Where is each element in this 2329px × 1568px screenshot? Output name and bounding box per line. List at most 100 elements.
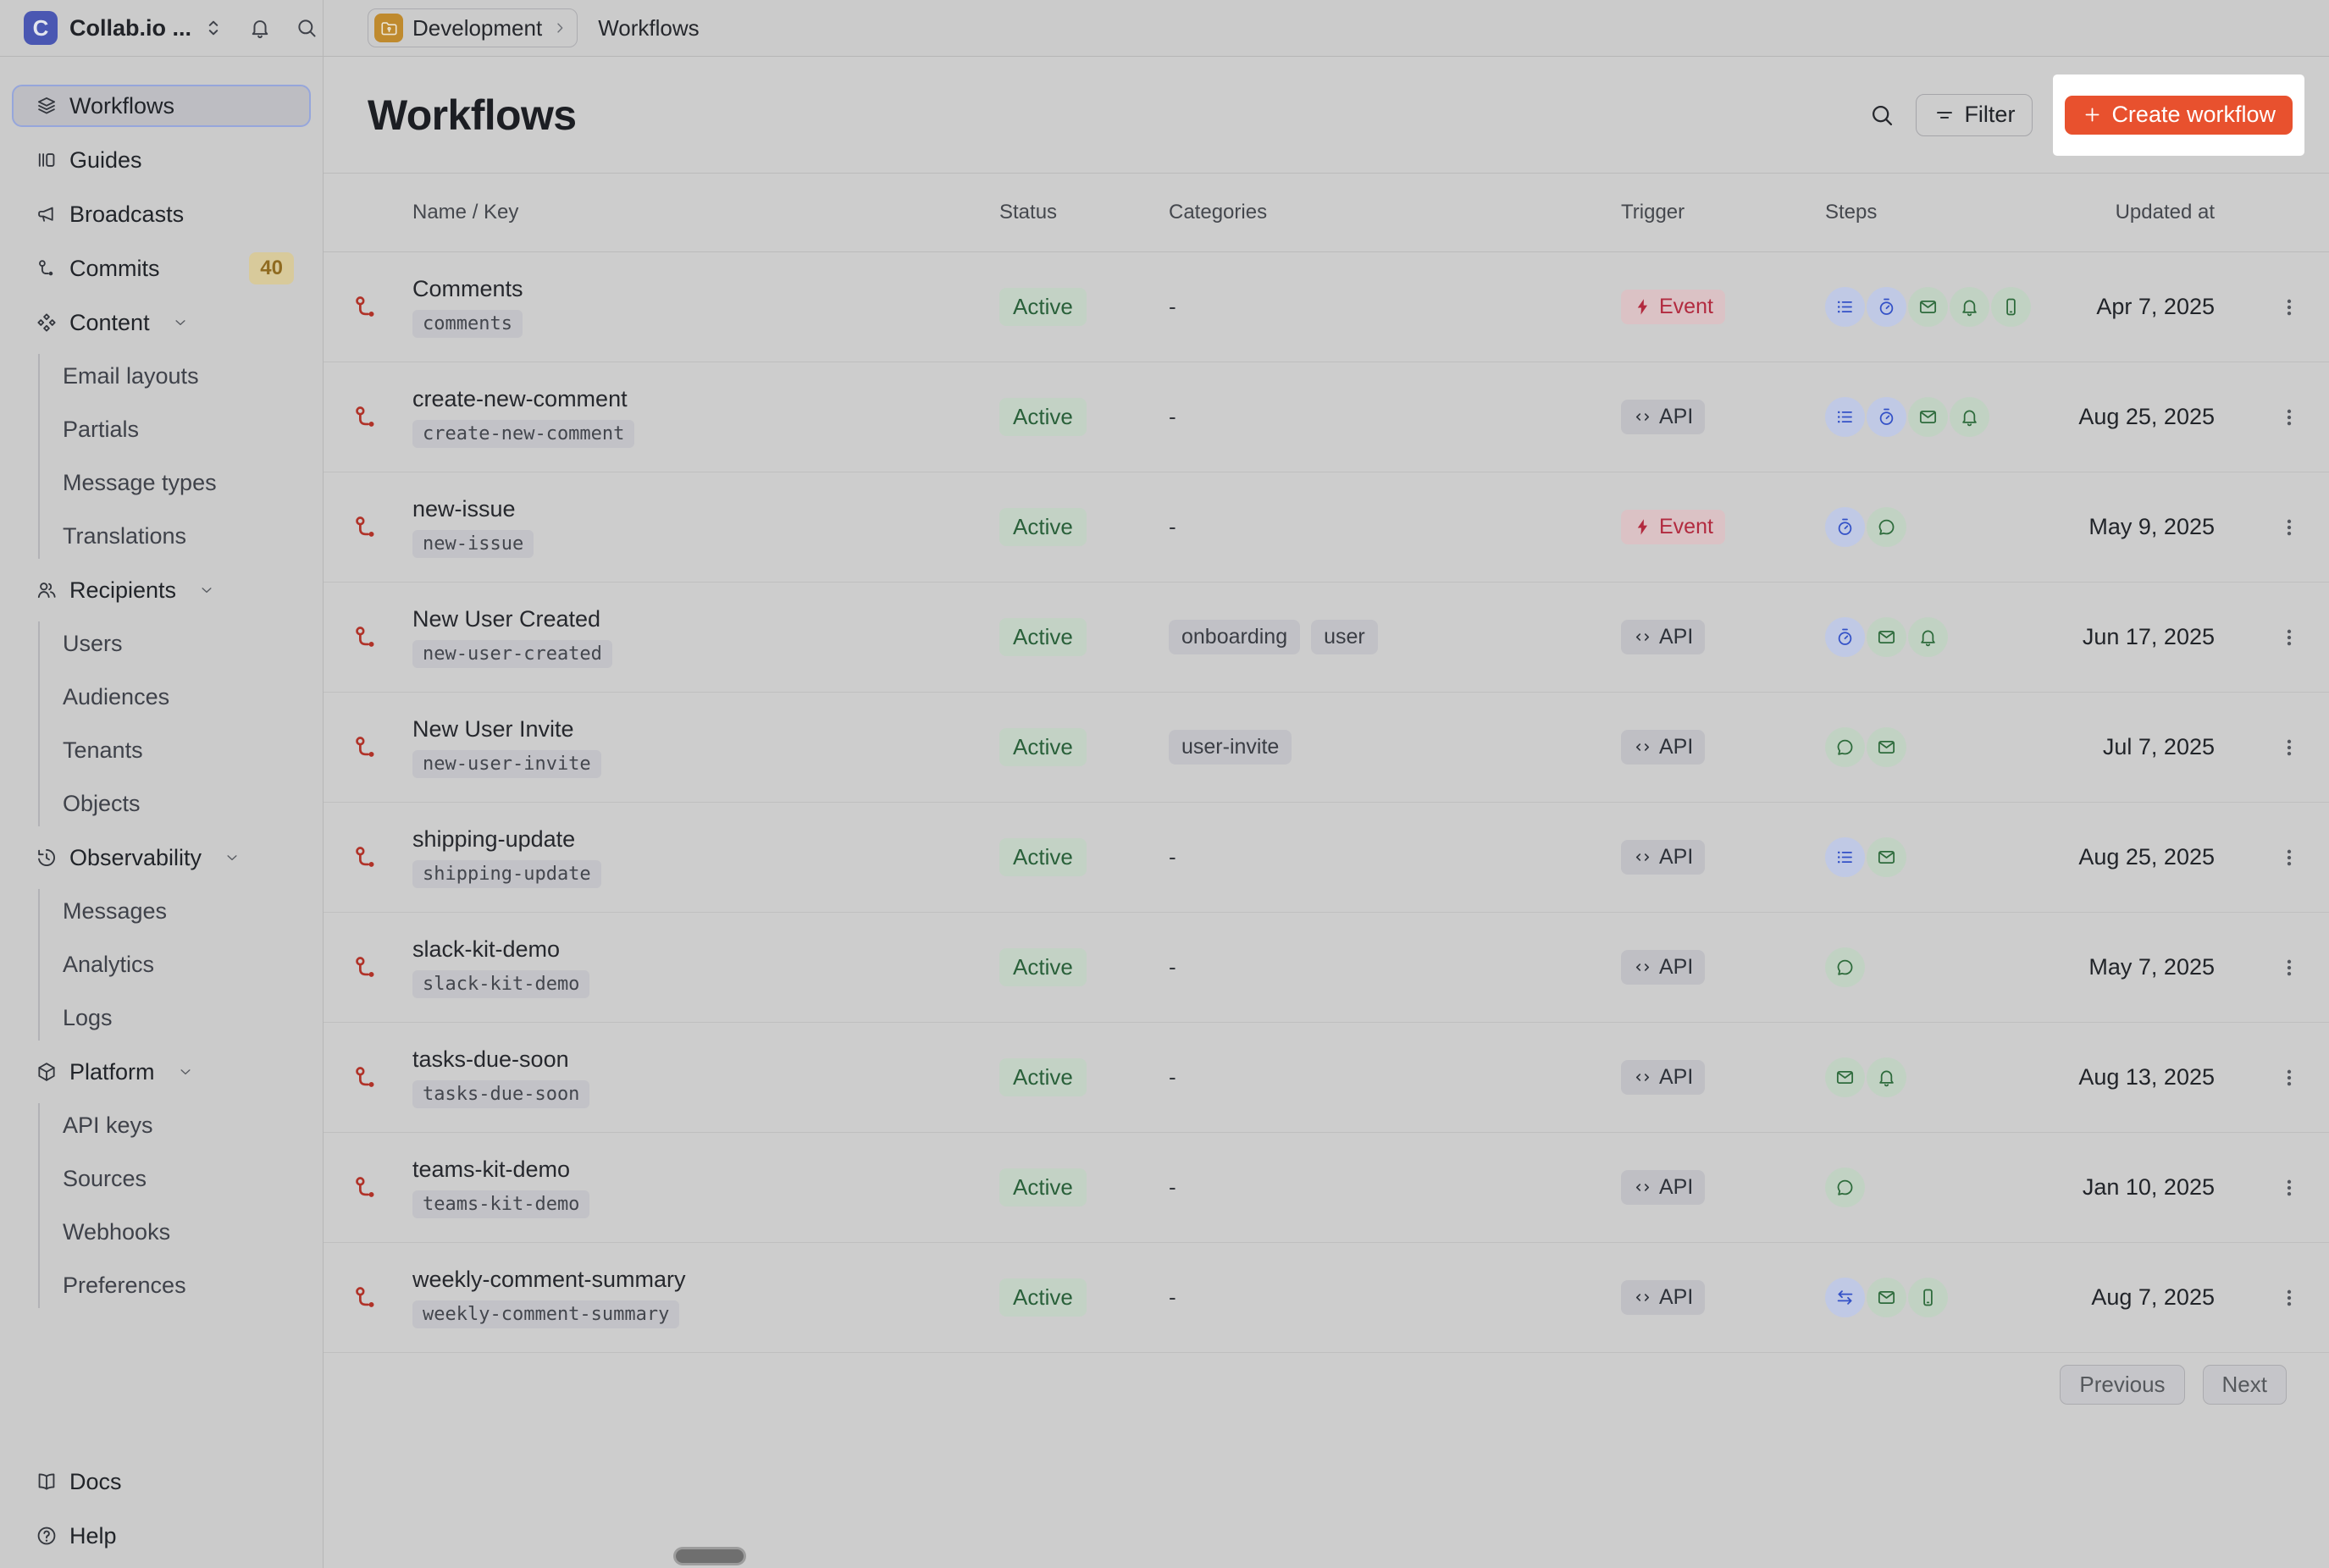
category-chip-user-invite: user-invite <box>1169 730 1292 765</box>
step-swap-icon <box>1825 1278 1865 1317</box>
table-row-new-issue[interactable]: new-issue new-issue Active - Event May 9… <box>324 472 2329 582</box>
sidebar-item-platform[interactable]: Platform <box>12 1045 311 1099</box>
workflow-key: shipping-update <box>412 860 601 888</box>
next-page-button[interactable]: Next <box>2202 1365 2287 1405</box>
row-menu-kebab-icon[interactable] <box>2278 1177 2300 1199</box>
sidebar-item-message-types[interactable]: Message types <box>63 470 217 495</box>
sidebar-item-help[interactable]: Help <box>12 1509 311 1563</box>
sidebar-item-messages[interactable]: Messages <box>63 898 168 924</box>
workflow-key: slack-kit-demo <box>412 970 590 998</box>
horizontal-scrollbar-handle[interactable] <box>676 1549 744 1563</box>
status-badge: Active <box>999 288 1087 326</box>
step-bell-icon <box>1908 617 1948 657</box>
sidebar-item-observability[interactable]: Observability <box>12 831 311 885</box>
sidebar-item-analytics[interactable]: Analytics <box>63 952 155 977</box>
step-stopwatch-icon <box>1867 397 1906 437</box>
table-row-slack-kit-demo[interactable]: slack-kit-demo slack-kit-demo Active - A… <box>324 913 2329 1023</box>
previous-page-button[interactable]: Previous <box>2060 1365 2185 1405</box>
environment-selector[interactable]: Development <box>368 8 578 47</box>
row-menu-kebab-icon[interactable] <box>2278 1067 2300 1089</box>
sidebar-item-objects[interactable]: Objects <box>63 791 141 816</box>
workflow-key: teams-kit-demo <box>412 1190 590 1218</box>
workspace-switcher[interactable]: C Collab.io ... <box>0 0 324 56</box>
sidebar-item-docs[interactable]: Docs <box>12 1455 311 1509</box>
workflow-icon <box>351 513 380 542</box>
sidebar-item-sources[interactable]: Sources <box>63 1166 147 1191</box>
sidebar-item-commits[interactable]: Commits 40 <box>12 241 311 295</box>
column-header-trigger[interactable]: Trigger <box>1621 201 1685 224</box>
table-row-weekly-comment-summary[interactable]: weekly-comment-summary weekly-comment-su… <box>324 1243 2329 1353</box>
workflow-icon <box>351 1284 380 1312</box>
table-row-shipping-update[interactable]: shipping-update shipping-update Active -… <box>324 803 2329 913</box>
row-menu-kebab-icon[interactable] <box>2278 516 2300 538</box>
trigger-badge: API <box>1621 950 1706 985</box>
column-header-categories[interactable]: Categories <box>1169 201 1268 224</box>
code-brackets-icon <box>1633 847 1652 867</box>
sidebar-item-recipients[interactable]: Recipients <box>12 563 311 617</box>
sidebar-item-api-keys[interactable]: API keys <box>63 1113 153 1138</box>
step-stopwatch-icon <box>1825 507 1865 547</box>
sidebar-item-content[interactable]: Content <box>12 295 311 350</box>
step-bell-icon <box>1950 287 1989 327</box>
code-brackets-icon <box>1633 1288 1652 1307</box>
workflow-name: Comments <box>412 276 523 301</box>
table-row-tasks-due-soon[interactable]: tasks-due-soon tasks-due-soon Active - A… <box>324 1023 2329 1133</box>
workflow-icon <box>351 953 380 982</box>
filter-button[interactable]: Filter <box>1916 93 2033 136</box>
sidebar-item-guides[interactable]: Guides <box>12 133 311 187</box>
trigger-badge: API <box>1621 1170 1706 1205</box>
row-menu-kebab-icon[interactable] <box>2278 627 2300 649</box>
expand-collapse-icon[interactable] <box>202 16 225 40</box>
status-badge: Active <box>999 728 1087 766</box>
row-menu-kebab-icon[interactable] <box>2278 296 2300 318</box>
table-search-icon[interactable] <box>1868 102 1895 129</box>
sidebar-item-partials[interactable]: Partials <box>63 417 140 442</box>
sidebar-item-audiences[interactable]: Audiences <box>63 684 170 709</box>
folder-icon <box>379 19 399 38</box>
sidebar-item-translations[interactable]: Translations <box>63 523 187 549</box>
sidebar-subgroup-recipients: Users Audiences Tenants Objects <box>12 617 311 831</box>
chevron-right-icon <box>551 19 568 36</box>
sidebar-item-logs[interactable]: Logs <box>63 1005 113 1030</box>
layers-icon <box>36 95 58 117</box>
categories-empty: - <box>1169 844 1176 870</box>
column-header-status[interactable]: Status <box>999 201 1058 224</box>
row-menu-kebab-icon[interactable] <box>2278 957 2300 979</box>
row-menu-kebab-icon[interactable] <box>2278 1287 2300 1309</box>
sidebar-item-tenants[interactable]: Tenants <box>63 737 143 763</box>
table-row-comments[interactable]: Comments comments Active - Event Apr 7, … <box>324 252 2329 362</box>
workflow-icon <box>351 733 380 762</box>
step-email-icon <box>1867 837 1906 877</box>
sidebar-item-users[interactable]: Users <box>63 631 123 656</box>
sidebar-item-preferences[interactable]: Preferences <box>63 1273 186 1298</box>
table-row-new-user-created[interactable]: New User Created new-user-created Active… <box>324 582 2329 693</box>
guides-icon <box>36 149 58 171</box>
create-workflow-button[interactable]: Create workflow <box>2065 95 2293 135</box>
row-menu-kebab-icon[interactable] <box>2278 737 2300 759</box>
column-header-name-key[interactable]: Name / Key <box>412 201 519 224</box>
sidebar-item-broadcasts[interactable]: Broadcasts <box>12 187 311 241</box>
table-row-create-new-comment[interactable]: create-new-comment create-new-comment Ac… <box>324 362 2329 472</box>
workflow-name: New User Invite <box>412 716 574 742</box>
sidebar-subgroup-observability: Messages Analytics Logs <box>12 885 311 1045</box>
steps-cell <box>1825 617 2062 657</box>
trigger-badge: API <box>1621 840 1706 875</box>
notifications-bell-icon[interactable] <box>248 16 272 40</box>
trigger-badge: API <box>1621 400 1706 434</box>
table-row-new-user-invite[interactable]: New User Invite new-user-invite Active u… <box>324 693 2329 803</box>
global-search-icon[interactable] <box>295 16 318 40</box>
row-menu-kebab-icon[interactable] <box>2278 847 2300 869</box>
sidebar-item-email-layouts[interactable]: Email layouts <box>63 363 199 389</box>
column-header-steps[interactable]: Steps <box>1825 201 1878 224</box>
column-header-updated-at[interactable]: Updated at <box>2115 201 2215 224</box>
sidebar-item-webhooks[interactable]: Webhooks <box>63 1219 171 1245</box>
sidebar-item-workflows[interactable]: Workflows <box>12 79 311 133</box>
workspace-name: Collab.io ... <box>69 14 192 41</box>
commit-icon <box>36 257 58 279</box>
categories-cell: - <box>1169 514 1621 540</box>
trigger-badge: Event <box>1621 510 1725 544</box>
steps-cell <box>1825 1057 2062 1097</box>
row-menu-kebab-icon[interactable] <box>2278 406 2300 428</box>
table-row-teams-kit-demo[interactable]: teams-kit-demo teams-kit-demo Active - A… <box>324 1133 2329 1243</box>
updated-at: May 9, 2025 <box>2088 514 2215 539</box>
